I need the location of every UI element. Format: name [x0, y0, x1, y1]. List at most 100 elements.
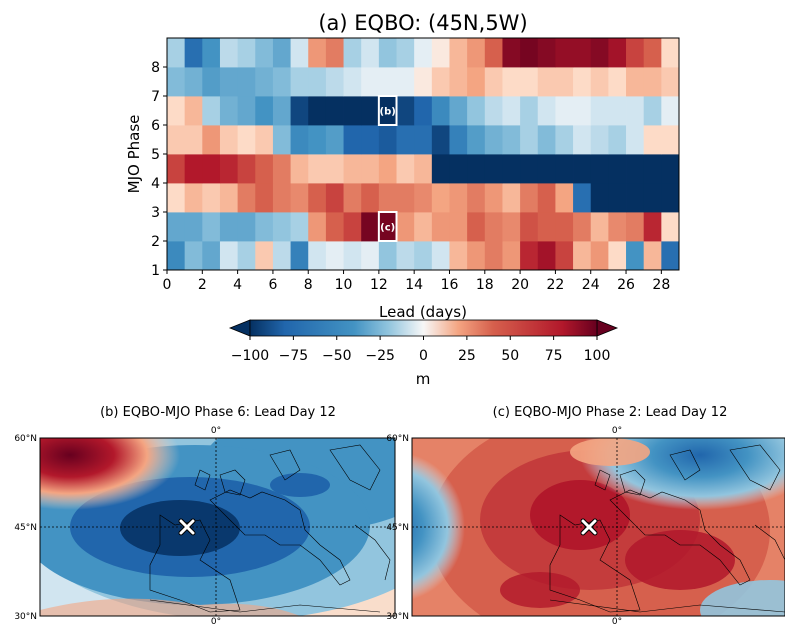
heatmap-panel: (a) EQBO: (45N,5W) (b)(c) 0 2 4 6 8 10 12 14 16 1… [125, 11, 680, 321]
heatmap-cell [502, 241, 521, 271]
x-tick-label: 0 [163, 277, 172, 293]
map-b-lat-label-60: 60°N [14, 434, 37, 444]
svg-text:(b): (b) [380, 107, 396, 118]
heatmap-cell [537, 96, 556, 126]
heatmap-annotation: (c) [377, 211, 398, 242]
heatmap-cell [219, 154, 239, 184]
colorbar-tick-label: −100 [231, 348, 269, 364]
heatmap-cell [555, 38, 574, 68]
heatmap-cell [396, 67, 415, 97]
heatmap-cell [272, 67, 291, 97]
x-tick-label: 2 [198, 277, 207, 293]
heatmap-cell [184, 125, 203, 155]
heatmap-cell [325, 241, 344, 271]
heatmap-cell [431, 67, 450, 97]
heatmap-cell [555, 96, 574, 126]
heatmap-cell [237, 241, 256, 271]
heatmap-cell [555, 154, 574, 184]
colorbar: −100 −75 −50 −25 0 25 50 75 100 m [228, 319, 619, 388]
x-tick-label: 20 [511, 277, 529, 293]
heatmap-cell [255, 183, 274, 213]
heatmap-cell [590, 241, 609, 271]
heatmap-cell [361, 183, 380, 213]
heatmap-cell [361, 241, 380, 271]
heatmap-cell [378, 125, 397, 155]
heatmap-cell [167, 183, 186, 213]
heatmap-cell [643, 183, 662, 213]
heatmap-cell [219, 38, 239, 68]
y-tick-label: 6 [151, 118, 160, 134]
heatmap-cell [520, 67, 539, 97]
x-tick-label: 14 [405, 277, 423, 293]
heatmap-cell [661, 212, 680, 242]
heatmap-cell [555, 125, 574, 155]
heatmap-cell [308, 125, 327, 155]
y-tick-label: 3 [151, 205, 160, 221]
x-tick-label: 26 [617, 277, 635, 293]
heatmap-cell [167, 125, 186, 155]
heatmap-cell [184, 67, 203, 97]
heatmap-cell [308, 183, 327, 213]
heatmap-cell [449, 38, 468, 68]
heatmap-cell [608, 212, 627, 242]
heatmap-cell [255, 67, 274, 97]
heatmap-cell [431, 212, 450, 242]
heatmap-cell [449, 125, 468, 155]
heatmap-cell [431, 96, 450, 126]
heatmap-cell [431, 125, 450, 155]
map-c-lat-label-60: 60°N [386, 434, 409, 444]
x-tick-label: 18 [476, 277, 494, 293]
heatmap-cell [290, 38, 309, 68]
heatmap-cell [308, 212, 327, 242]
heatmap-cell [467, 38, 486, 68]
heatmap-cell [590, 67, 609, 97]
heatmap-cell [272, 183, 291, 213]
heatmap-cells [167, 38, 680, 271]
heatmap-cell [414, 154, 433, 184]
heatmap-cell [361, 154, 380, 184]
heatmap-cell [626, 212, 645, 242]
heatmap-cell [290, 154, 309, 184]
heatmap-cell [255, 241, 274, 271]
heatmap-cell [520, 241, 539, 271]
map-c-location-marker [580, 518, 598, 536]
heatmap-cell [167, 67, 186, 97]
heatmap-cell [537, 241, 556, 271]
heatmap-cell [290, 241, 309, 271]
heatmap-cell [396, 154, 415, 184]
heatmap-cell [202, 212, 221, 242]
heatmap-cell [237, 154, 256, 184]
heatmap-cell [290, 67, 309, 97]
heatmap-cell [414, 183, 433, 213]
heatmap-cell [361, 67, 380, 97]
colorbar-tick-label: 75 [545, 348, 563, 364]
heatmap-cell [361, 125, 380, 155]
heatmap-cell [325, 183, 344, 213]
heatmap-cell [343, 38, 362, 68]
heatmap-cell [590, 96, 609, 126]
x-tick-label: 16 [441, 277, 459, 293]
heatmap-cell [449, 183, 468, 213]
heatmap-title: (a) EQBO: (45N,5W) [318, 11, 527, 35]
heatmap-cell [378, 67, 397, 97]
heatmap-cell [272, 96, 291, 126]
heatmap-cell [255, 96, 274, 126]
heatmap-cell [396, 183, 415, 213]
heatmap-cell [467, 241, 486, 271]
heatmap-cell [325, 96, 344, 126]
heatmap-cell [661, 154, 680, 184]
heatmap-cell [396, 38, 415, 68]
map-b-title: (b) EQBO-MJO Phase 6: Lead Day 12 [100, 405, 336, 420]
heatmap-cell [378, 183, 397, 213]
heatmap-cell [484, 154, 503, 184]
heatmap-cell [555, 183, 574, 213]
heatmap-cell [343, 241, 362, 271]
heatmap-cell [431, 38, 450, 68]
heatmap-cell [643, 38, 662, 68]
heatmap-cell [431, 154, 450, 184]
colorbar-unit: m [416, 370, 431, 388]
heatmap-cell [555, 67, 574, 97]
heatmap-cell [573, 154, 592, 184]
heatmap-cell [343, 67, 362, 97]
heatmap-cell [573, 212, 592, 242]
